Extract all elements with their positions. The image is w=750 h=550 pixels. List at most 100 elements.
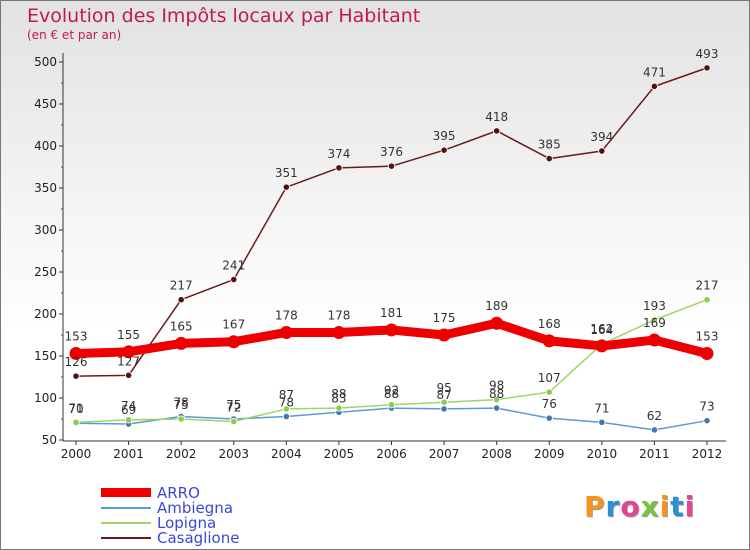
data-label-arro: 153	[65, 329, 88, 343]
legend-item-casaglione: Casaglione	[101, 529, 401, 547]
legend-label-arro: ARRO	[157, 484, 200, 502]
data-point-lopigna	[177, 415, 185, 423]
x-tick-label: 2008	[481, 447, 512, 461]
data-label-arro: 162	[590, 322, 613, 336]
data-label-ambiegna: 83	[331, 391, 346, 405]
data-label-arro: 181	[380, 306, 403, 320]
legend-swatch-ambiegna	[101, 507, 151, 509]
x-tick-label: 2010	[587, 447, 618, 461]
data-label-ambiegna: 88	[489, 387, 504, 401]
data-label-ambiegna: 75	[226, 398, 241, 412]
y-tick-label: 300	[34, 223, 57, 237]
data-label-lopigna: 74	[121, 399, 136, 413]
data-point-ambiegna	[545, 414, 553, 422]
chart-title: Evolution des Impôts locaux par Habitant	[27, 5, 421, 27]
y-tick-label: 350	[34, 181, 57, 195]
x-tick-label: 2000	[61, 447, 92, 461]
data-label-casaglione: 127	[117, 354, 140, 368]
data-label-lopigna: 193	[643, 299, 666, 313]
data-point-arro	[595, 339, 609, 353]
data-point-ambiegna	[493, 404, 501, 412]
chart-subtitle: (en € et par an)	[27, 28, 122, 42]
y-tick-label: 250	[34, 265, 57, 279]
data-point-ambiegna	[440, 405, 448, 413]
data-point-arro	[490, 316, 504, 330]
data-label-ambiegna: 78	[174, 395, 189, 409]
data-label-lopigna: 164	[590, 323, 613, 337]
legend-swatch-lopigna	[101, 522, 151, 524]
legend-item-arro: ARRO	[101, 484, 401, 502]
x-tick-label: 2002	[166, 447, 197, 461]
y-tick-label: 150	[34, 349, 57, 363]
y-tick-label: 500	[34, 55, 57, 69]
legend-item-ambiegna: Ambiegna	[101, 499, 401, 517]
data-label-arro: 155	[117, 328, 140, 342]
data-point-arro	[647, 333, 661, 347]
logo-letter: x	[640, 490, 660, 523]
data-label-casaglione: 395	[433, 129, 456, 143]
legend-label-ambiegna: Ambiegna	[157, 499, 234, 517]
data-point-lopigna	[440, 398, 448, 406]
data-label-casaglione: 241	[222, 259, 245, 273]
data-label-casaglione: 385	[538, 138, 561, 152]
data-label-arro: 189	[485, 299, 508, 313]
legend-swatch-casaglione	[101, 537, 151, 539]
data-point-casaglione	[650, 82, 659, 90]
data-point-arro	[437, 328, 451, 342]
data-label-ambiegna: 69	[121, 403, 136, 417]
data-point-casaglione	[230, 275, 238, 284]
data-point-lopigna	[650, 316, 659, 324]
data-label-arro: 169	[643, 316, 666, 330]
data-label-lopigna: 98	[489, 379, 504, 393]
data-label-arro: 168	[538, 317, 561, 331]
data-point-casaglione	[124, 371, 133, 379]
data-label-arro: 175	[433, 311, 456, 325]
data-point-lopigna	[282, 405, 290, 413]
data-label-casaglione: 493	[696, 47, 719, 61]
data-point-arro	[122, 345, 136, 359]
logo-letter: t	[670, 490, 685, 523]
data-point-lopigna	[703, 296, 711, 304]
logo-letter: o	[620, 490, 641, 523]
logo-letter: r	[605, 490, 621, 523]
y-tick-label: 200	[34, 307, 57, 321]
data-label-lopigna: 88	[331, 387, 346, 401]
data-label-ambiegna: 62	[647, 409, 662, 423]
x-tick-label: 2003	[218, 447, 249, 461]
data-label-lopigna: 217	[696, 279, 719, 293]
legend: ARRO Ambiegna Lopigna Casaglione	[101, 484, 401, 547]
data-label-casaglione: 126	[65, 355, 88, 369]
data-point-ambiegna	[703, 417, 711, 425]
data-point-ambiegna	[650, 426, 659, 434]
legend-label-lopigna: Lopigna	[157, 514, 217, 532]
data-point-lopigna	[545, 388, 553, 396]
x-tick-label: 2001	[113, 447, 144, 461]
data-label-lopigna: 87	[279, 388, 294, 402]
data-label-casaglione: 418	[485, 110, 508, 124]
x-tick-label: 2009	[534, 447, 565, 461]
data-point-casaglione	[703, 64, 711, 72]
data-point-ambiegna	[282, 412, 290, 421]
data-label-casaglione: 351	[275, 166, 298, 180]
x-tick-label: 2006	[376, 447, 407, 461]
data-point-lopigna	[387, 401, 396, 409]
data-point-casaglione	[545, 155, 553, 163]
data-label-lopigna: 95	[436, 381, 451, 395]
data-point-lopigna	[72, 418, 80, 426]
data-point-casaglione	[335, 164, 343, 172]
legend-item-lopigna: Lopigna	[101, 514, 401, 532]
data-point-arro	[700, 346, 714, 360]
x-tick-label: 2012	[692, 447, 723, 461]
data-point-casaglione	[282, 183, 290, 191]
logo-letter: i	[684, 490, 696, 523]
x-tick-label: 2011	[639, 447, 670, 461]
data-label-ambiegna: 71	[594, 401, 609, 415]
data-point-ambiegna	[598, 418, 606, 426]
x-tick-label: 2004	[271, 447, 302, 461]
legend-label-casaglione: Casaglione	[157, 529, 240, 547]
data-label-casaglione: 471	[643, 65, 666, 79]
y-tick-label: 100	[34, 391, 57, 405]
data-point-lopigna	[124, 416, 133, 424]
data-label-casaglione: 374	[327, 147, 350, 161]
